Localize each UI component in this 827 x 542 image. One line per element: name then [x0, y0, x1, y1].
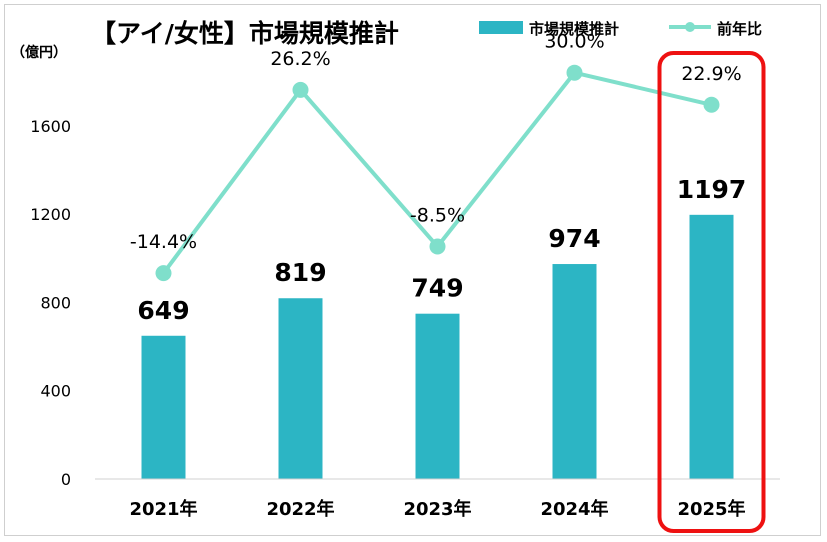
- bar: [689, 214, 734, 480]
- line-point: [429, 238, 446, 255]
- highlight-box-2025: [657, 51, 766, 533]
- y-tick-label: 1200: [30, 205, 71, 224]
- line-value-label: 26.2%: [270, 48, 330, 70]
- legend-line-marker: [685, 22, 695, 32]
- bar-value-label: 749: [411, 274, 463, 303]
- bar-value-label: 1197: [677, 175, 747, 204]
- bar: [415, 313, 460, 479]
- chart-title: 【アイ/女性】市場規模推計: [91, 19, 399, 48]
- x-tick-label: 2024年: [540, 498, 608, 520]
- x-tick-label: 2023年: [403, 498, 471, 520]
- legend-line-label: 前年比: [717, 20, 762, 38]
- y-tick-label: 400: [40, 382, 71, 401]
- bar: [141, 335, 186, 479]
- x-tick-label: 2022年: [266, 498, 334, 520]
- x-axis: 2021年 2022年 2023年 2024年 2025年: [95, 478, 780, 520]
- x-tick-label: 2021年: [129, 498, 197, 520]
- y-tick-label: 0: [61, 470, 71, 489]
- bar-series: 649 819 749 974 1197: [137, 175, 747, 480]
- y-axis-unit: （億円）: [11, 44, 67, 61]
- line-point: [566, 64, 583, 81]
- line-point: [703, 96, 720, 113]
- bar-value-label: 649: [137, 296, 189, 325]
- line-value-label: -14.4%: [130, 231, 197, 253]
- bar: [278, 298, 323, 479]
- x-tick-label: 2025年: [677, 498, 745, 520]
- line-series: -14.4% 26.2% -8.5% 30.0% 22.9%: [130, 31, 742, 282]
- line-value-label: 30.0%: [544, 31, 604, 53]
- y-tick-label: 1600: [30, 117, 71, 136]
- legend-bar-label: 市場規模推計: [529, 20, 619, 38]
- line-value-label: -8.5%: [410, 205, 465, 227]
- line-point: [292, 81, 309, 98]
- legend: 市場規模推計 前年比: [479, 20, 762, 38]
- line-value-label: 22.9%: [681, 63, 741, 85]
- chart-svg: 【アイ/女性】市場規模推計 （億円） 市場規模推計 前年比 0 400 800 120…: [11, 19, 780, 533]
- y-tick-label: 800: [40, 293, 71, 312]
- bar-value-label: 819: [274, 258, 326, 287]
- chart-frame: 【アイ/女性】市場規模推計 （億円） 市場規模推計 前年比 0 400 800 120…: [4, 4, 821, 536]
- bar: [552, 264, 597, 479]
- y-axis: 0 400 800 1200 1600: [30, 117, 71, 489]
- legend-bar-swatch: [479, 21, 523, 34]
- line-point: [155, 265, 172, 282]
- bar-value-label: 974: [548, 224, 600, 253]
